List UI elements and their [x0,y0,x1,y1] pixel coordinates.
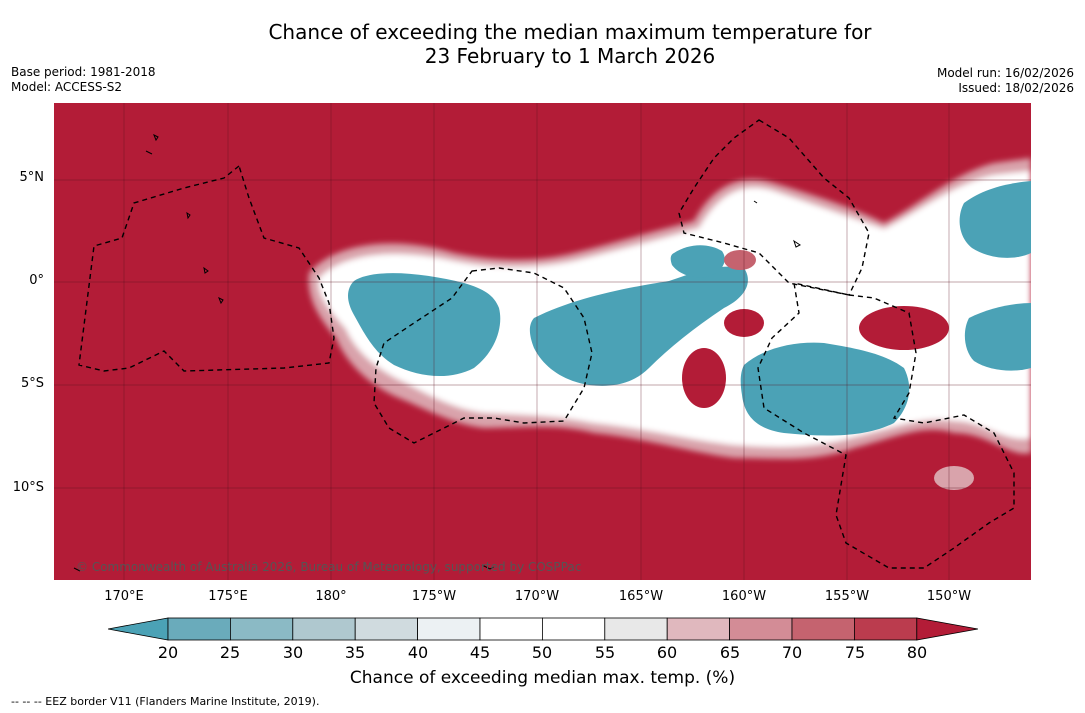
warm-islands [682,250,974,490]
warm-island-2 [724,250,756,270]
colorbar-segment [230,617,294,641]
island-f [793,239,801,248]
colorbar-tick: 80 [906,643,928,662]
cool-patch-northeast [959,181,1031,258]
probability-map: © Commonwealth of Australia 2026, Bureau… [54,103,1031,580]
warm-island-3 [682,348,726,408]
island-i [73,567,81,572]
eez-border-west [78,164,335,372]
lat-label-0: 0° [29,273,44,288]
cool-patch-north [670,245,725,278]
colorbar [108,617,978,641]
colorbar-extend-low [108,617,169,641]
colorbar-segment [791,617,855,641]
colorbar-segment [167,617,231,641]
island-c [186,211,191,220]
colorbar-segments [108,617,978,641]
lon-label-170w: 170°W [514,589,560,604]
lon-label-155w: 155°W [824,589,870,604]
colorbar-title: Chance of exceeding median max. temp. (%… [349,668,736,688]
island-h [481,564,495,570]
colorbar-tick: 60 [656,643,678,662]
issued-text: Issued: 18/02/2026 [958,81,1074,95]
eez-footnote: -- -- -- EEZ border V11 (Flanders Marine… [11,695,320,708]
base-period-text: Base period: 1981-2018 [11,65,156,79]
lon-label-175e: 175°E [208,589,248,604]
cool-patch-far-east [964,303,1031,371]
meta-left: Base period: 1981-2018 Model: ACCESS-S2 [11,65,156,95]
eez-borders [78,119,1015,569]
map-canvas [54,103,1031,580]
island-b [145,150,153,155]
map-title-line1: Chance of exceeding the median maximum t… [268,20,872,44]
colorbar-tick: 45 [469,643,491,662]
lon-label-180: 180° [315,589,347,604]
colorbar-segment [541,617,606,641]
colorbar-tick: 25 [219,643,241,662]
eez-border-east [757,282,1015,569]
colorbar-tick: 65 [719,643,741,662]
island-a [153,133,159,142]
lon-label-160w: 160°W [721,589,767,604]
colorbar-segment [417,617,481,641]
lat-label-5n: 5°N [19,170,45,185]
island-d [203,266,209,274]
map-copyright: © Commonwealth of Australia 2026, Bureau… [76,560,582,574]
colorbar-segment [604,617,668,641]
lon-label-170e: 170°E [104,589,144,604]
warm-island-4 [859,306,949,350]
colorbar-tick: 30 [282,643,304,662]
model-run-text: Model run: 16/02/2026 [936,66,1074,80]
cool-patch-east [740,342,910,436]
colorbar-segment [729,617,793,641]
graticule [54,103,1031,580]
colorbar-tick: 20 [157,643,179,662]
meta-right: Model run: 16/02/2026 Issued: 18/02/2026 [937,66,1074,96]
model-text: Model: ACCESS-S2 [11,80,123,94]
island-e [218,296,224,305]
colorbar-tick: 75 [844,643,866,662]
island-g [753,200,758,204]
lon-label-150w: 150°W [926,589,972,604]
colorbar-tick: 55 [594,643,616,662]
lon-label-175w: 175°W [411,589,457,604]
lat-label-5s: 5°S [20,376,44,391]
colorbar-tick: 50 [531,643,553,662]
cool-patch-central [529,266,748,386]
eez-border-north [678,119,870,296]
map-title-line2: 23 February to 1 March 2026 [424,44,716,68]
warm-island-5 [934,466,974,490]
cool-patch-west [348,273,501,377]
colorbar-segment [292,617,356,641]
island-outlines [73,133,801,572]
cool-patches [348,181,1031,436]
colorbar-extend-high [916,617,978,641]
colorbar-segment [479,617,543,641]
colorbar-tick: 70 [781,643,803,662]
colorbar-tick: 35 [344,643,366,662]
lat-label-10s: 10°S [12,480,44,495]
lon-label-165w: 165°W [618,589,664,604]
colorbar-segment [854,617,918,641]
colorbar-tick: 40 [407,643,429,662]
map-title: Chance of exceeding the median maximum t… [0,20,1085,68]
colorbar-segment [666,617,731,641]
colorbar-segment [354,617,418,641]
